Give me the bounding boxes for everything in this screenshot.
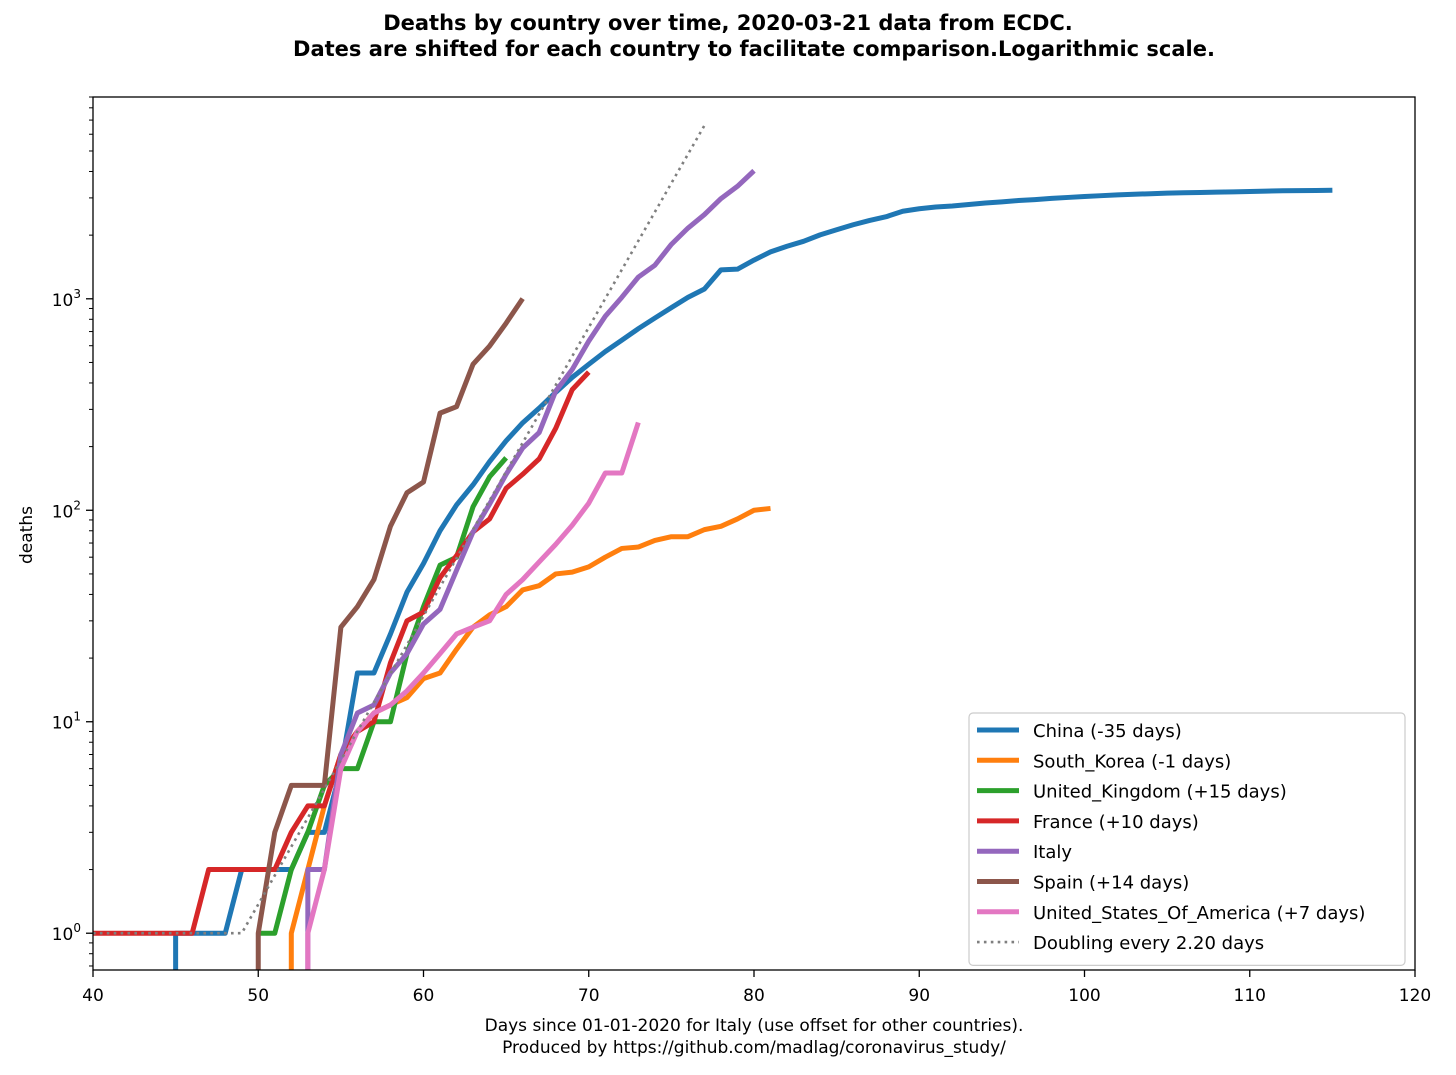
legend-label-1: South_Korea (-1 days) — [1033, 751, 1231, 772]
legend-label-2: United_Kingdom (+15 days) — [1033, 782, 1287, 803]
legend: China (-35 days) South_Korea (-1 days) Uni… — [968, 712, 1406, 966]
legend-box — [968, 712, 1406, 966]
y-axis-label: deaths — [17, 506, 37, 564]
x-tick-label-3: 70 — [578, 986, 600, 1006]
x-tick-label-4: 80 — [743, 986, 765, 1006]
plot-area — [93, 124, 1333, 970]
y-tick-label-1: 101 — [52, 710, 81, 734]
series-line-1 — [288, 505, 771, 970]
legend-label-0: China (-35 days) — [1033, 721, 1182, 742]
series-line-0 — [173, 187, 1333, 970]
chart-title-line2: Dates are shifted for each country to fa… — [293, 37, 1215, 61]
series-line-7 — [93, 124, 706, 935]
series-line-6 — [305, 421, 641, 970]
chart-title-line1: Deaths by country over time, 2020-03-21 … — [383, 11, 1073, 35]
legend-label-4: Italy — [1033, 842, 1072, 863]
footer-credit: Produced by https://github.com/madlag/co… — [502, 1038, 1006, 1058]
x-tick-label-0: 40 — [82, 986, 104, 1006]
x-axis-label: Days since 01-01-2020 for Italy (use off… — [485, 1016, 1024, 1036]
legend-label-5: Spain (+14 days) — [1033, 873, 1189, 894]
legend-label-6: United_States_Of_America (+7 days) — [1033, 903, 1365, 924]
series-line-2 — [258, 456, 509, 936]
x-tick-label-5: 90 — [908, 986, 930, 1006]
x-tick-label-2: 60 — [413, 986, 435, 1006]
series-line-3 — [93, 370, 591, 936]
y-tick-label-3: 103 — [52, 287, 81, 311]
series-line-4 — [305, 168, 756, 970]
x-tick-label-6: 100 — [1068, 986, 1100, 1006]
legend-label-7: Doubling every 2.20 days — [1033, 933, 1264, 954]
x-tick-label-1: 50 — [247, 986, 269, 1006]
x-tick-label-7: 110 — [1234, 986, 1266, 1006]
legend-label-3: France (+10 days) — [1033, 812, 1199, 833]
x-tick-label-8: 120 — [1399, 986, 1431, 1006]
y-tick-label-0: 100 — [52, 921, 81, 945]
series-line-5 — [255, 297, 525, 970]
y-tick-label-2: 102 — [52, 498, 81, 522]
axes: 40 50 60 70 80 90 100 110 120 100 101 102 103 — [52, 96, 1431, 1006]
